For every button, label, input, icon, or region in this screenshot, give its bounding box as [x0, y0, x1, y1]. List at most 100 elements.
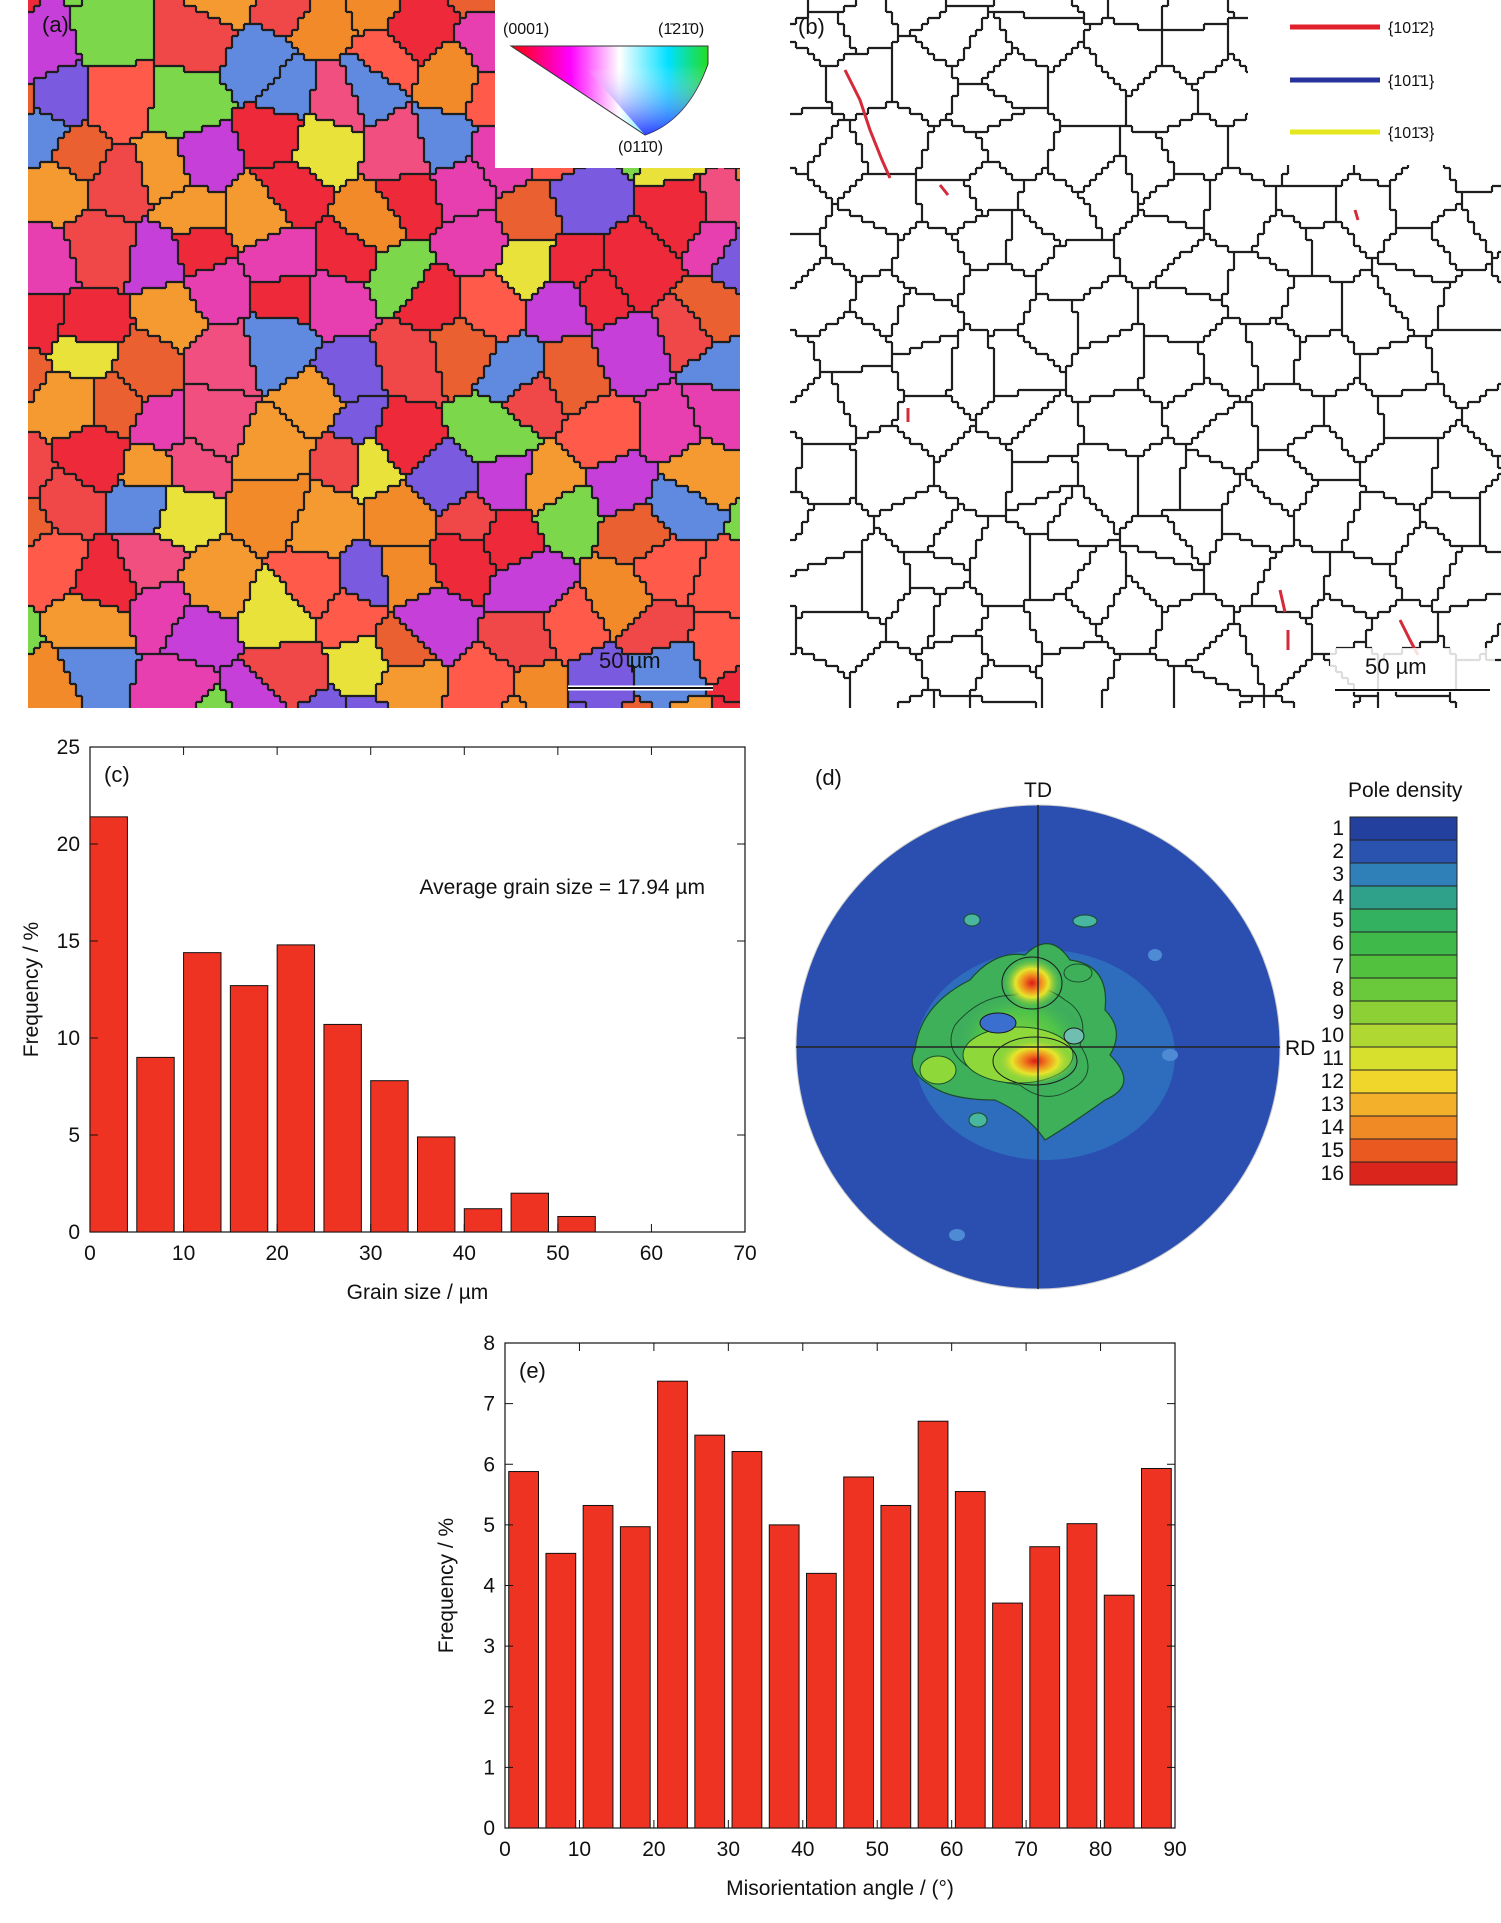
y-tick-label: 20	[57, 833, 80, 856]
x-tick-label: 20	[642, 1838, 665, 1861]
bar	[417, 1136, 456, 1233]
y-tick-label: 10	[57, 1027, 80, 1050]
y-tick-label: 4	[483, 1575, 495, 1598]
colorbar-level-label: 12	[1321, 1070, 1344, 1093]
colorbar-level-label: 1	[1332, 817, 1344, 840]
colorbar-swatch	[1349, 977, 1458, 1002]
bar	[229, 985, 269, 1233]
bar	[276, 944, 316, 1233]
bar	[657, 1380, 688, 1829]
bar	[619, 1526, 651, 1829]
colorbar-level-label: 10	[1321, 1024, 1344, 1047]
y-tick-label: 2	[483, 1696, 495, 1719]
bar	[992, 1602, 1023, 1829]
ipf-orientation-map: (a) (0001) (1̄21̄0) (011̄0) 50 µm	[28, 0, 740, 708]
colorbar-level-label: 8	[1332, 978, 1344, 1001]
legend-label-10-13: {101̄3}	[1388, 125, 1435, 142]
plot-area	[504, 1342, 1176, 1829]
colorbar-level-label: 11	[1322, 1047, 1344, 1070]
average-grain-size-annotation: Average grain size = 17.94 µm	[420, 876, 705, 899]
x-tick-label: 40	[791, 1838, 814, 1861]
bar	[136, 1056, 175, 1233]
colorbar-swatch	[1349, 1069, 1458, 1094]
bar	[768, 1524, 800, 1829]
colorbar-level-label: 4	[1332, 886, 1344, 909]
x-tick-label: 90	[1163, 1838, 1186, 1861]
bar	[954, 1491, 986, 1829]
colorbar-level-label: 9	[1332, 1001, 1344, 1024]
colorbar-title: Pole density	[1348, 779, 1463, 802]
grain-mosaic	[28, 0, 740, 708]
y-tick-label: 1	[483, 1756, 495, 1779]
panel-label: (e)	[519, 1358, 546, 1383]
y-tick-label: 5	[68, 1124, 80, 1147]
bar	[806, 1572, 837, 1829]
x-tick-label: 70	[1014, 1838, 1037, 1861]
colorbar-swatch	[1349, 885, 1458, 910]
bar	[557, 1215, 596, 1233]
colorbar-swatch	[1349, 1046, 1458, 1071]
colorbar-swatch	[1349, 1161, 1458, 1186]
twin-legend: {101̄2} {101̄1} {101̄3}	[1248, 0, 1501, 165]
x-tick-label: 10	[568, 1838, 591, 1861]
bar	[1103, 1594, 1135, 1829]
colorbar-level-label: 16	[1321, 1162, 1344, 1185]
bar	[510, 1192, 550, 1233]
bar	[694, 1434, 726, 1829]
colorbar-level-label: 14	[1321, 1116, 1345, 1139]
bar	[183, 952, 222, 1233]
y-tick-label: 3	[483, 1635, 495, 1658]
x-tick-label: 30	[717, 1838, 740, 1861]
scale-bar-b-label: 50 µm	[1365, 654, 1427, 679]
boundary-network	[790, 0, 1501, 708]
legend-label-10-12: {101̄2}	[1388, 20, 1435, 37]
colorbar-swatch	[1349, 908, 1458, 933]
legend-label-10-11: {101̄1}	[1388, 73, 1435, 90]
x-tick-label: 0	[84, 1242, 96, 1265]
ipf-key-0001-label: (0001)	[503, 21, 549, 38]
bar	[1029, 1546, 1061, 1829]
colorbar-level-label: 6	[1332, 932, 1344, 955]
y-tick-label: 25	[57, 736, 80, 759]
bar	[1141, 1467, 1172, 1829]
x-axis-title: Grain size / µm	[347, 1281, 489, 1304]
x-axis-title: Misorientation angle / (°)	[726, 1877, 954, 1900]
colorbar-level-label: 7	[1332, 955, 1344, 978]
pole-figure: (d) TD RD Pole density 12345678910111213…	[795, 765, 1463, 1290]
panel-label: (c)	[104, 762, 130, 787]
bar	[463, 1208, 503, 1233]
ipf-key-01-10-label: (011̄0)	[618, 139, 663, 156]
y-tick-label: 8	[483, 1332, 495, 1355]
bar	[508, 1471, 539, 1829]
misorientation-histogram: 0 10 20 30 40 50 60 70 80 90 0 1 2 3 4 5 6 7 8 Misorientati…	[435, 1332, 1187, 1900]
colorbar-swatch	[1349, 1092, 1458, 1117]
grain-boundary-map: (b) {101̄2} {101̄1} {101̄3} 50 µm	[790, 0, 1501, 708]
x-tick-label: 60	[940, 1838, 963, 1861]
ipf-color-key: (0001) (1̄21̄0) (011̄0)	[495, 0, 740, 168]
colorbar-swatch	[1349, 816, 1458, 841]
bar	[1066, 1523, 1098, 1829]
colorbar-level-label: 3	[1332, 863, 1344, 886]
scale-bar-b: 50 µm	[1330, 648, 1495, 692]
y-axis-title: Frequency / %	[435, 1518, 458, 1653]
x-tick-label: 0	[499, 1838, 511, 1861]
y-tick-label: 5	[483, 1514, 495, 1537]
x-tick-label: 20	[265, 1242, 288, 1265]
ipf-key-12-10-label: (1̄21̄0)	[658, 21, 704, 38]
colorbar-swatch	[1349, 1115, 1458, 1140]
y-tick-label: 6	[483, 1453, 495, 1476]
colorbar-level-label: 13	[1321, 1093, 1344, 1116]
bar	[323, 1023, 362, 1233]
colorbar-swatch	[1349, 862, 1458, 887]
y-tick-label: 15	[57, 930, 80, 953]
panel-d-label: (d)	[815, 765, 842, 790]
colorbar-swatch	[1349, 931, 1458, 956]
colorbar-swatch	[1349, 839, 1458, 864]
rd-label: RD	[1285, 1037, 1315, 1060]
bar	[545, 1552, 577, 1829]
x-tick-label: 50	[546, 1242, 569, 1265]
scale-bar-a-label: 50 µm	[599, 648, 661, 673]
panel-a-label: (a)	[42, 12, 69, 37]
bar	[880, 1504, 912, 1829]
